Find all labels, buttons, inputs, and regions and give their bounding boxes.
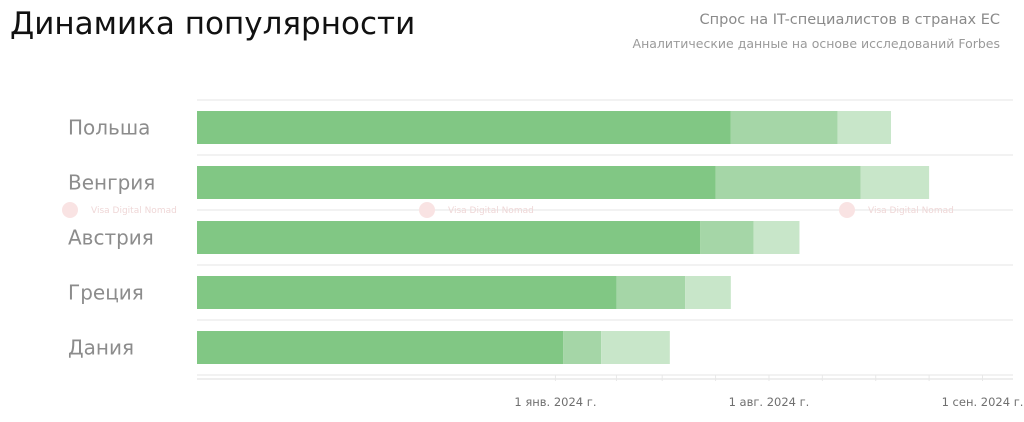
bar-segment <box>715 166 861 199</box>
heart-logo-icon <box>62 202 78 218</box>
bar-segment <box>753 221 800 254</box>
heart-logo-icon <box>839 202 855 218</box>
category-label: Дания <box>68 336 134 360</box>
category-label: Венгрия <box>68 171 155 195</box>
chart-source: Аналитические данные на основе исследова… <box>632 36 1000 51</box>
chart-title: Динамика популярности <box>10 6 416 42</box>
bar-segment <box>860 166 930 199</box>
bar-segment <box>197 331 564 364</box>
bar-segment <box>730 111 838 144</box>
x-tick-label: 1 янв. 2024 г. <box>514 395 596 409</box>
category-label: Австрия <box>68 226 154 250</box>
x-tick-label: 1 авг. 2024 г. <box>729 395 810 409</box>
category-label: Греция <box>68 281 144 305</box>
watermark-text: Visa Digital Nomad <box>448 206 534 216</box>
bar-segment <box>197 166 716 199</box>
bar-segment <box>197 111 731 144</box>
bar-segment <box>700 221 754 254</box>
bar-segment <box>563 331 602 364</box>
bar-segment <box>616 276 686 309</box>
x-tick-label: 1 сен. 2024 г. <box>942 395 1024 409</box>
chart-subtitle: Спрос на IT-специалистов в странах ЕС <box>699 12 1000 28</box>
watermark-text: Visa Digital Nomad <box>868 206 954 216</box>
bar-segment <box>685 276 731 309</box>
category-label: Польша <box>68 116 150 140</box>
bar-segment <box>197 276 617 309</box>
bar-segment <box>601 331 670 364</box>
bar-segment <box>197 221 701 254</box>
bar-segment <box>837 111 891 144</box>
watermark-text: Visa Digital Nomad <box>91 206 177 216</box>
heart-logo-icon <box>419 202 435 218</box>
